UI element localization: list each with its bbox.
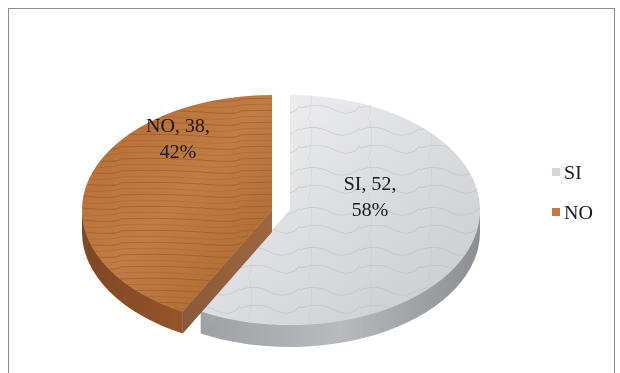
legend-swatch [552,168,560,176]
pie-slice-texture [82,95,272,312]
pie-slice-texture [200,95,481,325]
data-label-no: NO, 38, 42% [146,115,210,163]
legend-item-no: NO [552,202,593,224]
pie-slice-side [200,210,480,347]
legend-label: NO [564,202,593,224]
pie-slice-wall [182,210,272,334]
data-label-si: SI, 52, 58% [344,173,397,221]
pie-slice-si [200,95,481,347]
pie-slice-no [82,95,272,334]
legend-item-si: SI [552,162,582,184]
pie-slice-side [82,210,183,334]
legend-label: SI [564,162,582,184]
legend-swatch [552,208,560,216]
